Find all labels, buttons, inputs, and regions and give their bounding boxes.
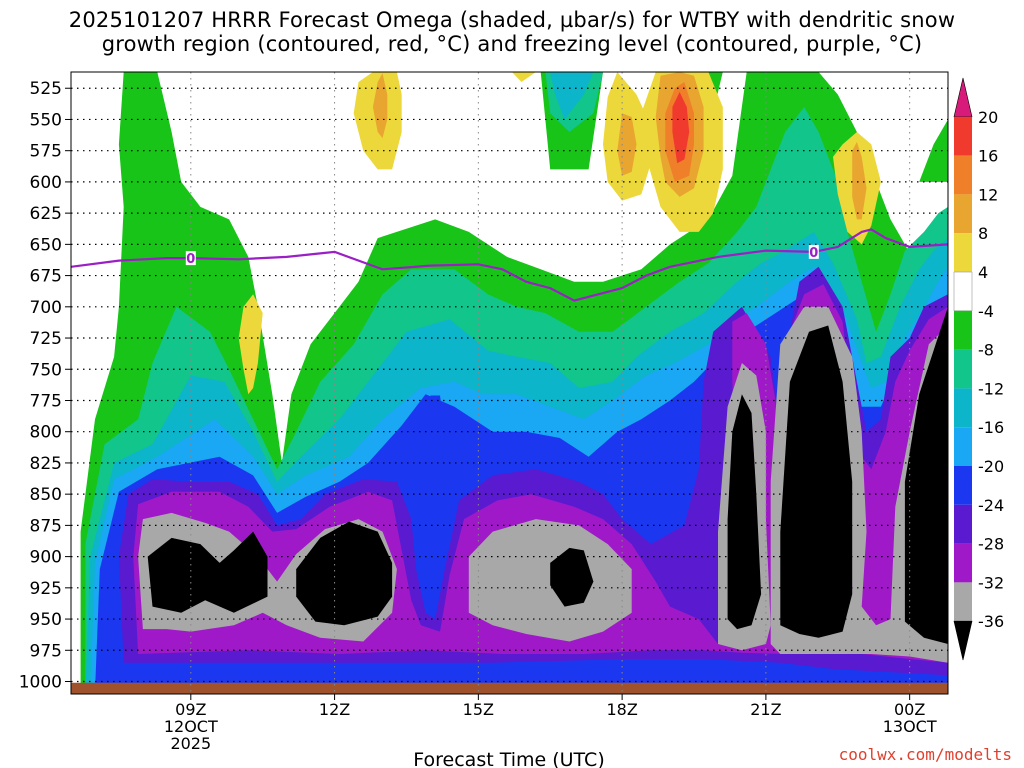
colorbar-label-8: 8 xyxy=(978,224,988,243)
x-tick-label-21-0: 21Z xyxy=(750,700,781,719)
x-tick-label-9-0: 09Z xyxy=(175,700,206,719)
colorbar-label-20: 20 xyxy=(978,108,998,127)
colorbar-swatch-11 xyxy=(954,504,972,544)
omega-region--38-2 xyxy=(550,547,594,607)
omega-region--38-4 xyxy=(780,325,853,638)
y-tick-label-700: 700 xyxy=(30,298,62,318)
freezing-level-label-1: 0 xyxy=(809,246,818,261)
colorbar-label--4: -4 xyxy=(978,302,994,321)
omega-region--14-1 xyxy=(550,72,594,120)
y-tick-label-1000: 1000 xyxy=(19,673,62,693)
colorbar-label--24: -24 xyxy=(978,496,1004,515)
colorbar-swatch-2 xyxy=(954,155,972,195)
y-tick-label-675: 675 xyxy=(30,267,62,287)
omega-region--6-3 xyxy=(761,72,814,82)
y-tick-label-525: 525 xyxy=(30,79,62,99)
colorbar-label--36: -36 xyxy=(978,612,1004,631)
y-tick-label-550: 550 xyxy=(30,110,62,130)
y-tick-label-725: 725 xyxy=(30,329,62,349)
colorbar-swatch-0 xyxy=(953,77,973,118)
x-axis-label: Forecast Time (UTC) xyxy=(413,749,604,768)
y-tick-label-650: 650 xyxy=(30,235,62,255)
colorbar-swatch-7 xyxy=(954,349,972,389)
omega-region-18-0 xyxy=(672,92,690,164)
surface-band xyxy=(71,682,948,694)
omega-region-6-5 xyxy=(238,294,263,395)
omega-region-10-0 xyxy=(372,73,388,139)
plot-frame xyxy=(70,71,949,695)
y-tick-label-875: 875 xyxy=(30,516,62,536)
freezing-level-label-0: 0 xyxy=(186,252,195,267)
y-axis-ticks: 525 550 575 600 625 650 675 700 725 750 775 800 825 8… xyxy=(19,79,71,693)
colorbar-label-16: 16 xyxy=(978,147,998,166)
omega-region--38-1 xyxy=(296,521,393,626)
colorbar-label-4: 4 xyxy=(978,263,988,282)
y-tick-label-925: 925 xyxy=(30,579,62,599)
colorbar-swatch-9 xyxy=(954,427,972,466)
colorbar-label--20: -20 xyxy=(978,457,1004,476)
colorbar-swatch-14 xyxy=(953,620,973,661)
colorbar-label--28: -28 xyxy=(978,535,1004,554)
x-tick-label-24-1: 13OCT xyxy=(883,717,937,736)
colorbar-swatch-4 xyxy=(954,233,972,272)
freezing-level-line xyxy=(71,228,948,302)
colorbar-swatch-1 xyxy=(954,116,972,156)
omega-region--38-5 xyxy=(904,306,948,644)
y-tick-label-825: 825 xyxy=(30,454,62,474)
y-tick-label-775: 775 xyxy=(30,391,62,411)
colorbar-swatch-12 xyxy=(954,543,972,583)
y-tick-label-900: 900 xyxy=(30,548,62,568)
colorbar-label--12: -12 xyxy=(978,379,1004,398)
chart-title: 2025101207 HRRR Forecast Omega (shaded, … xyxy=(0,8,1024,56)
omega-region--22-1 xyxy=(425,395,445,507)
x-tick-label-12-0: 12Z xyxy=(319,700,350,719)
x-tick-label-15-0: 15Z xyxy=(463,700,494,719)
omega-shaded-fields xyxy=(80,72,948,692)
colorbar-label-12: 12 xyxy=(978,185,998,204)
freezing-level-label-bg-0 xyxy=(185,251,196,266)
colorbar-legend: 20 16 12 8 4 -4 -8 -12 -16 -20 -24 -28 -32 -36 xyxy=(953,77,1004,661)
y-tick-label-750: 750 xyxy=(30,360,62,380)
omega-region-10-3 xyxy=(852,141,867,220)
omega-region-10-1 xyxy=(617,113,637,176)
colorbar-swatch-10 xyxy=(954,466,972,505)
omega-region--38-3 xyxy=(727,394,762,630)
y-tick-label-575: 575 xyxy=(30,142,62,162)
x-tick-label-9-2: 2025 xyxy=(170,734,211,753)
omega-region--38-0 xyxy=(147,531,268,613)
x-tick-label-24-0: 00Z xyxy=(894,700,925,719)
y-tick-label-850: 850 xyxy=(30,485,62,505)
y-tick-label-625: 625 xyxy=(30,204,62,224)
site-credit: coolwx.com/modelts xyxy=(838,745,1012,764)
omega-region--6-4 xyxy=(919,119,948,182)
grid-lines xyxy=(71,72,948,694)
colorbar-swatch-5 xyxy=(953,271,973,312)
colorbar-swatch-6 xyxy=(954,310,972,350)
x-tick-label-9-1: 12OCT xyxy=(164,717,218,736)
colorbar-swatch-8 xyxy=(954,388,972,428)
chart-title-line1: 2025101207 HRRR Forecast Omega (shaded, … xyxy=(68,8,956,32)
omega-region-6-1 xyxy=(511,72,536,82)
y-tick-label-800: 800 xyxy=(30,423,62,443)
y-tick-label-600: 600 xyxy=(30,173,62,193)
freezing-level-label-bg-1 xyxy=(808,244,819,259)
chart-title-line2: growth region (contoured, red, °C) and f… xyxy=(101,32,923,56)
colorbar-swatch-13 xyxy=(954,582,972,622)
y-tick-label-975: 975 xyxy=(30,641,62,661)
colorbar-label--16: -16 xyxy=(978,418,1004,437)
colorbar-label--32: -32 xyxy=(978,573,1004,592)
colorbar-label--8: -8 xyxy=(978,341,994,360)
surface-band-fill xyxy=(71,682,948,694)
y-tick-label-950: 950 xyxy=(30,610,62,630)
colorbar-swatch-3 xyxy=(954,194,972,234)
x-tick-label-18-0: 18Z xyxy=(606,700,637,719)
